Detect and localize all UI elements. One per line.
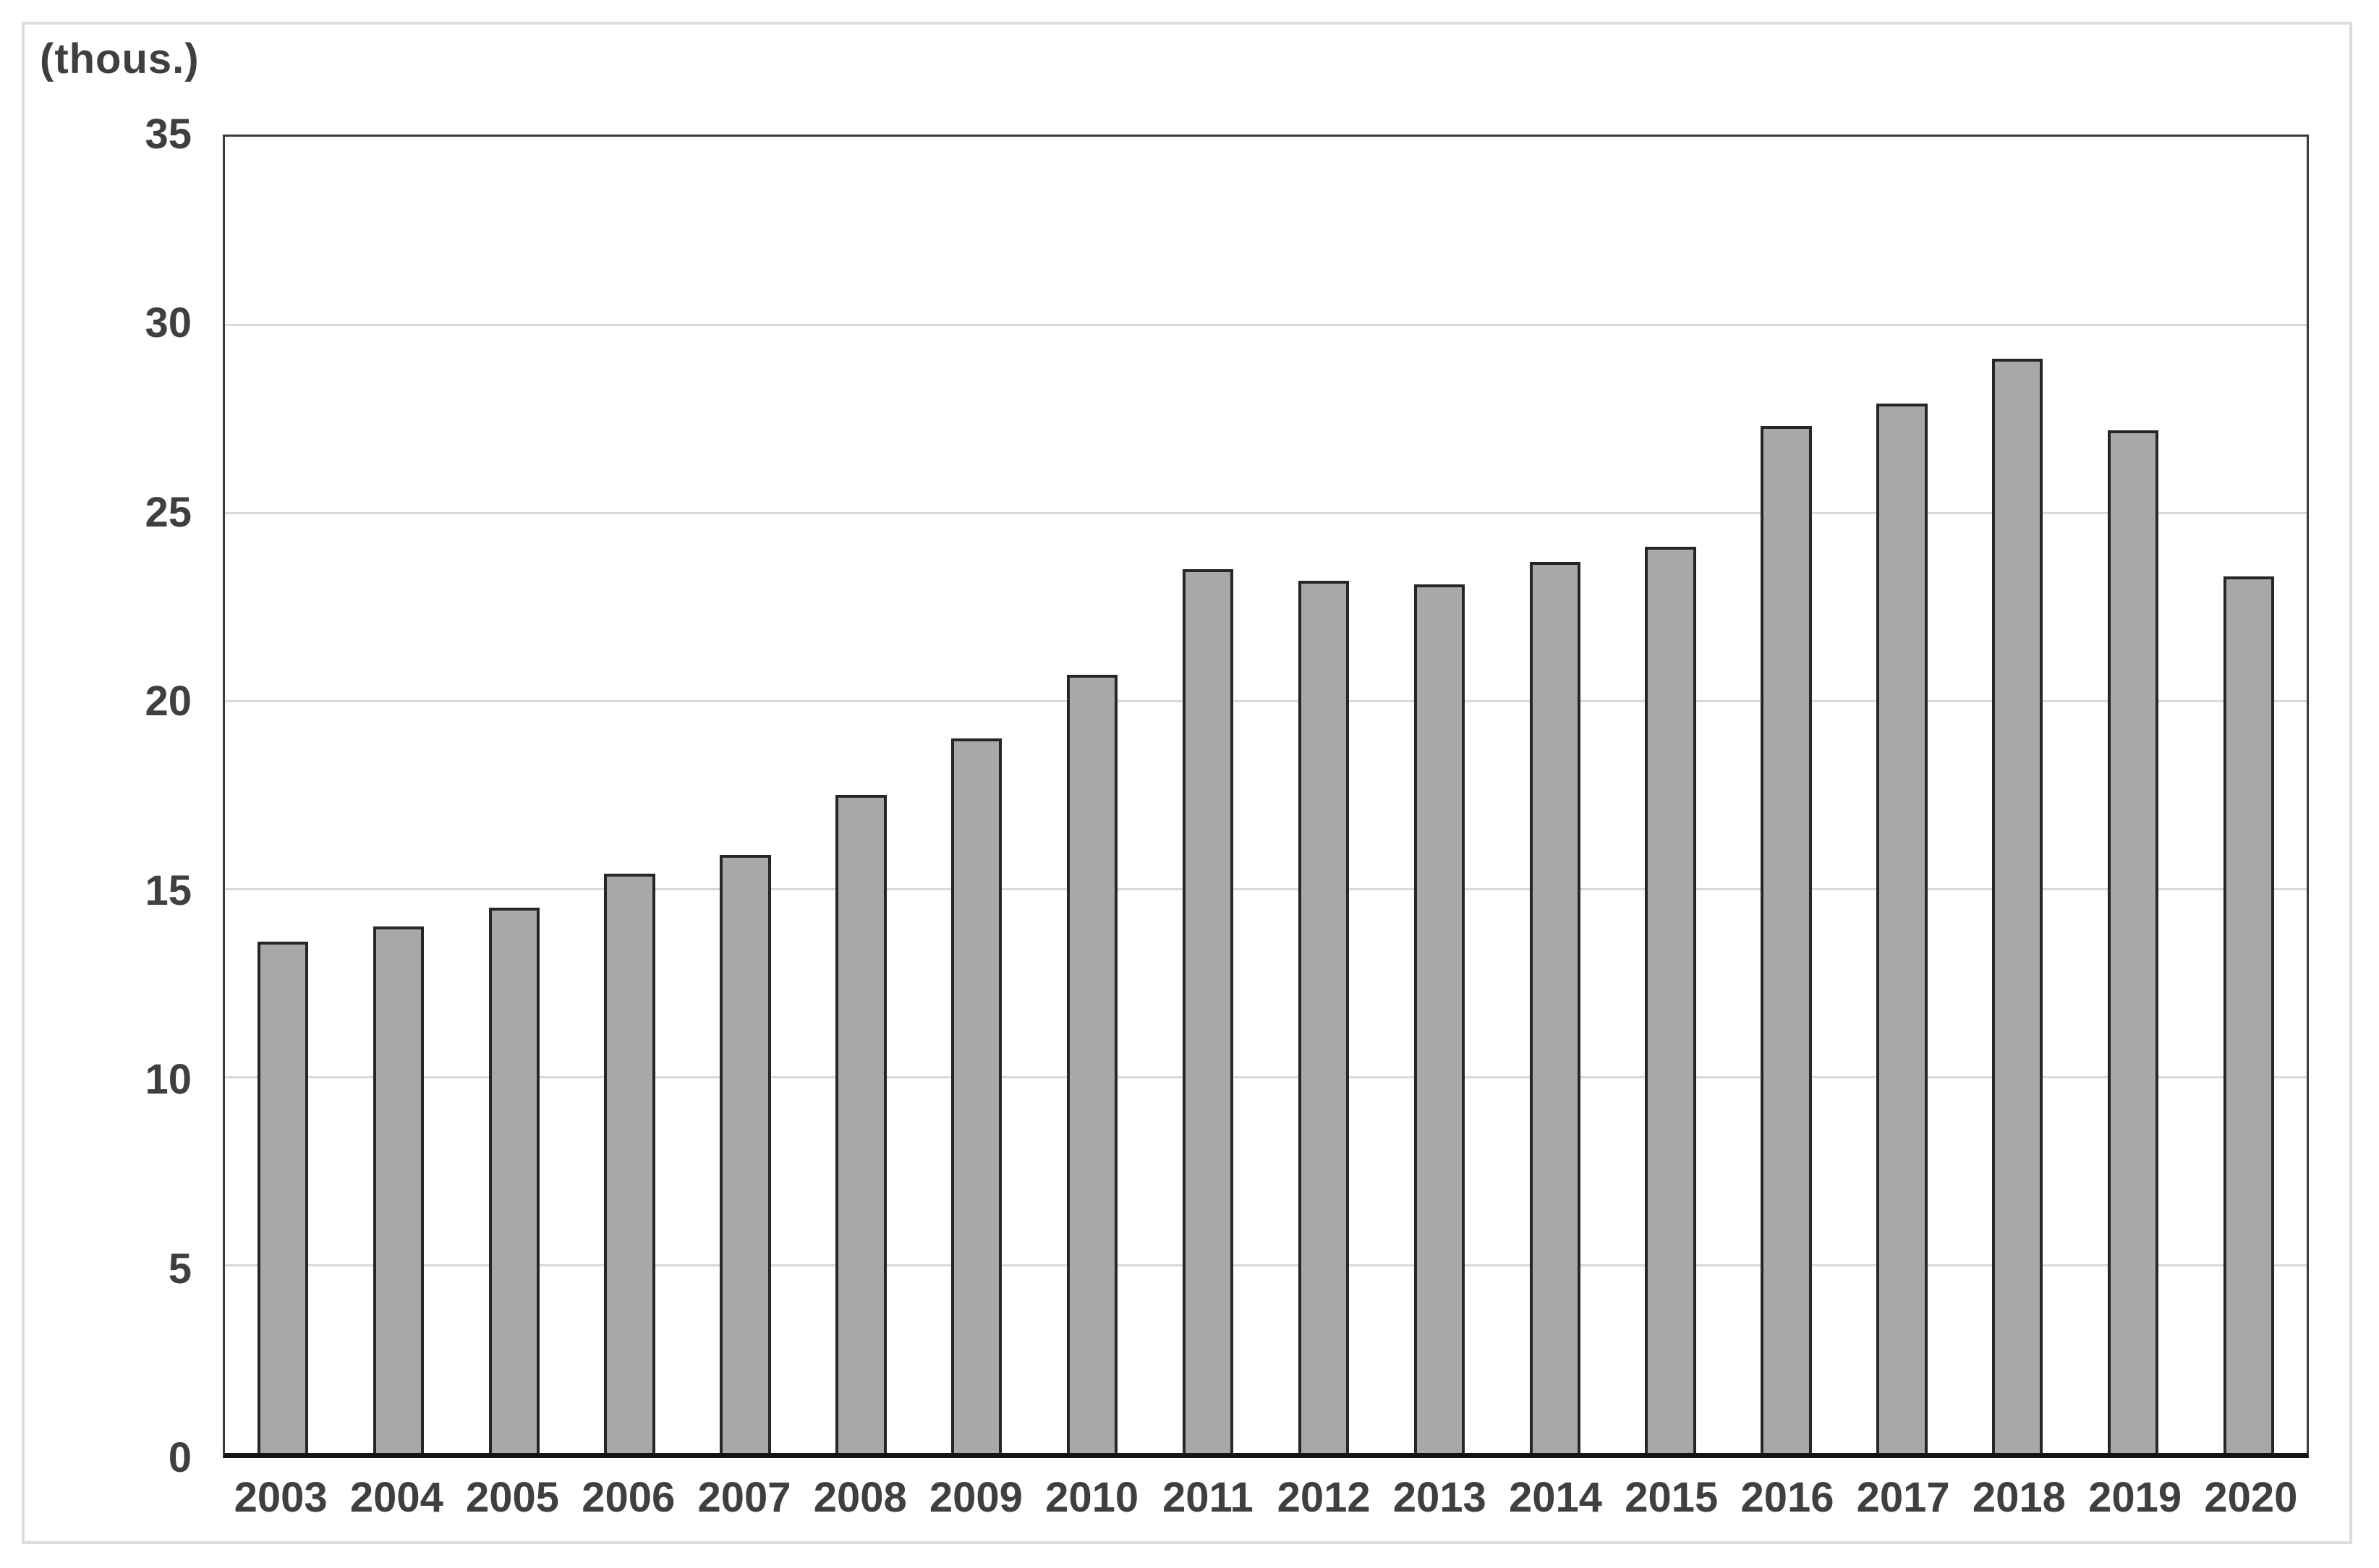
x-axis-tick-label: 2007 bbox=[697, 1474, 791, 1521]
x-axis-tick-label: 2003 bbox=[234, 1474, 328, 1521]
bar-slot bbox=[1150, 137, 1266, 1453]
y-axis-units-label: (thous.) bbox=[40, 35, 200, 82]
x-axis-tick-labels: 2003 2004 2005 2006 2007 2008 2009 2010 2011 2012… bbox=[223, 1474, 2309, 1522]
x-axis-tick-label: 2012 bbox=[1277, 1474, 1371, 1521]
bar-slot bbox=[341, 137, 456, 1453]
bar-slot bbox=[1613, 137, 1729, 1453]
x-axis-tick-label: 2019 bbox=[2088, 1474, 2182, 1521]
bar-slot bbox=[1959, 137, 2075, 1453]
x-axis-tick-label: 2014 bbox=[1509, 1474, 1603, 1521]
x-axis-tick-label: 2016 bbox=[1740, 1474, 1834, 1521]
bar-slot bbox=[1266, 137, 1382, 1453]
bar bbox=[1067, 674, 1118, 1453]
y-axis-tick-labels: 0 5 10 15 20 25 30 35 bbox=[43, 0, 192, 1568]
x-axis-tick-label: 2017 bbox=[1856, 1474, 1950, 1521]
bar bbox=[2108, 430, 2159, 1453]
bar bbox=[257, 941, 309, 1453]
y-axis-tick-label: 10 bbox=[145, 1056, 192, 1104]
y-axis-tick-label: 30 bbox=[145, 299, 192, 347]
bar bbox=[835, 795, 887, 1453]
y-axis-tick-label: 0 bbox=[168, 1434, 192, 1481]
bar bbox=[488, 908, 540, 1453]
bar bbox=[951, 738, 1003, 1453]
bar-slot bbox=[1729, 137, 1844, 1453]
bar-slot bbox=[572, 137, 688, 1453]
bar-slot bbox=[2191, 137, 2307, 1453]
bar bbox=[1761, 426, 1812, 1453]
bar bbox=[1992, 358, 2043, 1453]
bar-slot bbox=[803, 137, 919, 1453]
bar-slot bbox=[688, 137, 804, 1453]
x-axis-tick-label: 2018 bbox=[1972, 1474, 2066, 1521]
bar bbox=[2223, 576, 2275, 1453]
bar-slot bbox=[1034, 137, 1150, 1453]
bar bbox=[720, 855, 771, 1453]
bar-slot bbox=[919, 137, 1034, 1453]
bar-slot bbox=[1844, 137, 1959, 1453]
x-axis-tick-label: 2015 bbox=[1625, 1474, 1719, 1521]
bar bbox=[1645, 546, 1696, 1453]
x-axis-tick-label: 2011 bbox=[1162, 1474, 1254, 1521]
x-axis-tick-label: 2004 bbox=[349, 1474, 443, 1521]
bar-slot bbox=[456, 137, 572, 1453]
bar bbox=[1876, 404, 1928, 1453]
x-axis-tick-label: 2009 bbox=[929, 1474, 1023, 1521]
gridline bbox=[225, 511, 2307, 514]
bar bbox=[1182, 569, 1234, 1453]
bar-slot bbox=[1497, 137, 1613, 1453]
gridline bbox=[225, 1076, 2307, 1078]
bar bbox=[1298, 580, 1350, 1453]
bar bbox=[604, 874, 655, 1453]
y-axis-tick-label: 5 bbox=[168, 1245, 192, 1292]
bar-slot bbox=[1382, 137, 1497, 1453]
plot-area bbox=[223, 135, 2309, 1458]
x-axis-tick-label: 2013 bbox=[1392, 1474, 1486, 1521]
y-axis-tick-label: 15 bbox=[145, 866, 192, 914]
bar-slot bbox=[2075, 137, 2191, 1453]
y-axis-tick-label: 25 bbox=[145, 488, 192, 536]
x-axis-tick-label: 2020 bbox=[2204, 1474, 2298, 1521]
gridline bbox=[225, 323, 2307, 326]
x-axis-tick-label: 2006 bbox=[582, 1474, 676, 1521]
bar-series bbox=[225, 137, 2307, 1453]
bar-slot bbox=[225, 137, 341, 1453]
x-axis-tick-label: 2005 bbox=[466, 1474, 560, 1521]
bar bbox=[373, 926, 424, 1453]
x-axis-tick-label: 2010 bbox=[1045, 1474, 1139, 1521]
gridline bbox=[225, 1264, 2307, 1266]
gridline bbox=[225, 887, 2307, 890]
gridline bbox=[225, 700, 2307, 702]
y-axis-tick-label: 35 bbox=[145, 111, 192, 158]
bar bbox=[1529, 561, 1580, 1453]
bar bbox=[1413, 584, 1465, 1453]
y-axis-tick-label: 20 bbox=[145, 678, 192, 725]
x-axis-tick-label: 2008 bbox=[813, 1474, 907, 1521]
